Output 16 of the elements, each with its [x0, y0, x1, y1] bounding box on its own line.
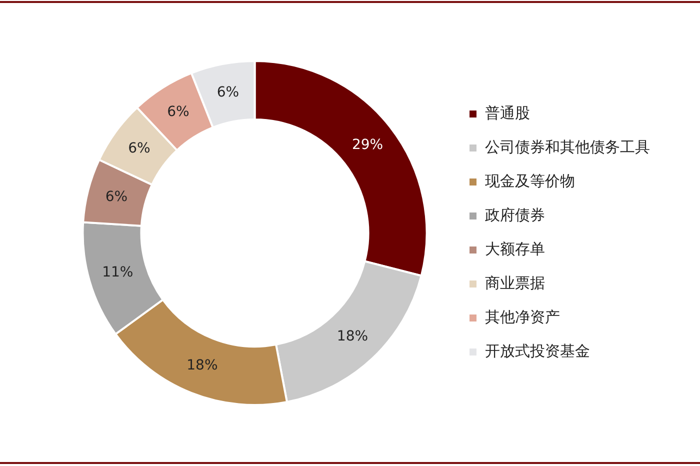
- data-label: 29%: [352, 137, 384, 154]
- data-label: 6%: [105, 189, 128, 206]
- data-label: 6%: [216, 84, 240, 100]
- legend-label: 开放式投资基金: [485, 342, 590, 360]
- data-label: 6%: [167, 104, 190, 120]
- legend-label: 其他净资产: [485, 308, 560, 326]
- data-label: 11%: [102, 264, 134, 280]
- legend-label: 大额存单: [485, 240, 545, 258]
- data-label: 18%: [186, 357, 218, 374]
- legend-label: 公司债券和其他债务工具: [485, 138, 650, 156]
- data-label: 6%: [128, 140, 150, 157]
- legend-label: 普通股: [485, 104, 530, 122]
- legend-label: 现金及等价物: [485, 172, 575, 190]
- legend-label: 商业票据: [485, 274, 545, 292]
- data-label: 18%: [336, 328, 368, 345]
- legend-label: 政府债券: [485, 206, 545, 224]
